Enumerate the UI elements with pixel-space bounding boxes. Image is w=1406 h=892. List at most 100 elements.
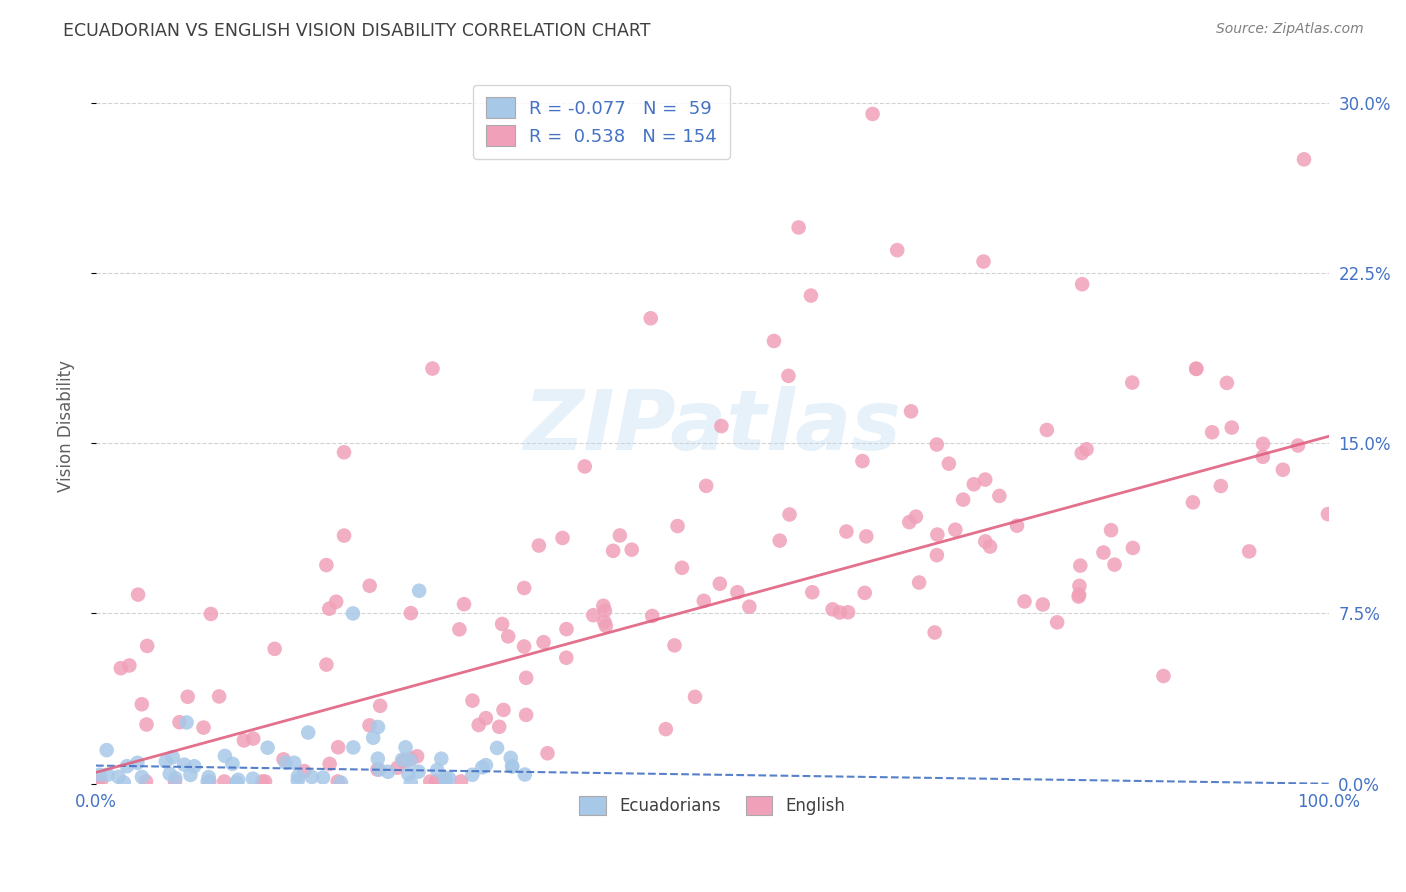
Point	[1092, 545, 1115, 559]
Point	[387, 761, 409, 775]
Point	[492, 703, 515, 717]
Point	[127, 756, 149, 770]
Point	[952, 492, 974, 507]
Point	[593, 604, 616, 618]
Point	[197, 774, 219, 789]
Point	[1069, 558, 1091, 573]
Point	[232, 733, 254, 747]
Legend: Ecuadorians, English: Ecuadorians, English	[569, 786, 856, 825]
Point	[155, 755, 177, 769]
Point	[1036, 423, 1059, 437]
Point	[693, 594, 716, 608]
Y-axis label: Vision Disability: Vision Disability	[58, 360, 75, 492]
Point	[173, 757, 195, 772]
Point	[377, 764, 399, 779]
Point	[1070, 446, 1092, 460]
Point	[392, 755, 415, 769]
Point	[367, 752, 389, 766]
Point	[208, 690, 231, 704]
Point	[609, 528, 631, 542]
Point	[86, 774, 108, 789]
Point	[135, 717, 157, 731]
Point	[900, 404, 922, 418]
Point	[1185, 361, 1208, 376]
Point	[582, 608, 605, 623]
Point	[1152, 669, 1174, 683]
Point	[90, 774, 112, 789]
Point	[974, 473, 997, 487]
Point	[1316, 507, 1339, 521]
Point	[925, 437, 948, 451]
Point	[488, 720, 510, 734]
Point	[851, 454, 873, 468]
Point	[1185, 362, 1208, 376]
Point	[501, 759, 523, 773]
Point	[974, 534, 997, 549]
Point	[602, 544, 624, 558]
Point	[214, 774, 236, 789]
Point	[162, 750, 184, 764]
Point	[312, 771, 335, 785]
Point	[399, 606, 422, 620]
Point	[595, 619, 617, 633]
Point	[988, 489, 1011, 503]
Point	[368, 698, 391, 713]
Point	[342, 740, 364, 755]
Point	[200, 607, 222, 621]
Point	[778, 368, 800, 383]
Point	[333, 528, 356, 542]
Point	[496, 629, 519, 643]
Point	[176, 690, 198, 704]
Point	[430, 752, 453, 766]
Point	[1032, 598, 1054, 612]
Point	[943, 523, 966, 537]
Point	[927, 527, 949, 541]
Point	[422, 361, 444, 376]
Point	[640, 311, 662, 326]
Point	[263, 641, 285, 656]
Point	[499, 751, 522, 765]
Point	[1286, 438, 1309, 452]
Point	[176, 715, 198, 730]
Point	[491, 617, 513, 632]
Point	[979, 540, 1001, 554]
Point	[226, 772, 249, 787]
Point	[908, 575, 931, 590]
Point	[725, 585, 748, 599]
Point	[963, 477, 986, 491]
Point	[655, 722, 678, 736]
Point	[198, 774, 221, 789]
Point	[1271, 463, 1294, 477]
Point	[394, 740, 416, 755]
Point	[419, 774, 441, 789]
Point	[738, 599, 761, 614]
Point	[89, 767, 111, 781]
Point	[163, 774, 186, 789]
Point	[709, 576, 731, 591]
Point	[301, 770, 323, 784]
Point	[297, 725, 319, 739]
Point	[787, 220, 810, 235]
Point	[475, 711, 498, 725]
Point	[1121, 376, 1143, 390]
Point	[256, 740, 278, 755]
Point	[1201, 425, 1223, 440]
Point	[252, 774, 274, 789]
Point	[898, 515, 921, 529]
Point	[274, 756, 297, 770]
Point	[449, 623, 471, 637]
Point	[453, 597, 475, 611]
Point	[342, 607, 364, 621]
Point	[1067, 590, 1090, 604]
Point	[359, 579, 381, 593]
Point	[131, 698, 153, 712]
Point	[361, 731, 384, 745]
Point	[408, 764, 430, 779]
Point	[434, 771, 457, 785]
Point	[695, 479, 717, 493]
Point	[283, 756, 305, 770]
Point	[475, 758, 498, 772]
Point	[467, 718, 489, 732]
Point	[315, 657, 337, 672]
Point	[1237, 544, 1260, 558]
